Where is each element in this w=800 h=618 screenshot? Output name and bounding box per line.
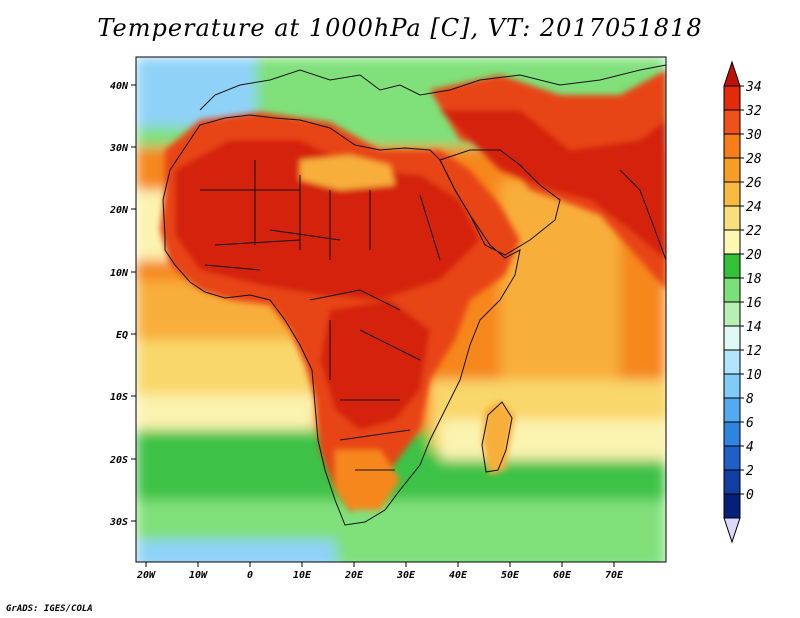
map-frame (135, 56, 667, 563)
colorbar-segment (723, 133, 741, 159)
colorbar-label: 18 (746, 272, 762, 287)
colorbar-over-triangle (723, 60, 741, 87)
lon-tick-label: 10E (293, 570, 312, 581)
colorbar-label: 12 (746, 344, 762, 359)
grads-credit: GrADS: IGES/COLA (6, 604, 93, 614)
colorbar-label: 22 (746, 224, 762, 239)
colorbar-label: 2 (746, 464, 754, 479)
lon-tick-label: 40E (449, 570, 468, 581)
colorbar-label: 16 (746, 296, 762, 311)
lon-tick-label: 10W (189, 570, 208, 581)
lat-tick-label: 10N (110, 268, 129, 279)
colorbar-label: 26 (746, 176, 762, 191)
colorbar-label: 34 (745, 80, 762, 95)
colorbar-label: 0 (746, 488, 754, 503)
colorbar-segment (723, 157, 741, 183)
colorbar-label: 30 (745, 128, 762, 143)
colorbar-segment (723, 445, 741, 471)
coastline-path (619, 169, 666, 261)
lon-tick-label: 30E (396, 570, 416, 581)
colorbar-segment (723, 469, 741, 495)
temperature-field (136, 57, 666, 562)
lat-tick-label: 30N (109, 143, 129, 154)
longitude-axis: 20W 10W 0 10E 20E 30E 40E 50E 60E 70E (136, 562, 624, 581)
colorbar-label: 20 (746, 248, 762, 263)
lon-tick-label: 20W (136, 570, 156, 581)
colorbar-segment (723, 397, 741, 423)
lon-tick-label: 50E (501, 570, 520, 581)
lat-tick-label: 20S (109, 455, 128, 466)
colorbar-label: 24 (746, 200, 762, 215)
coastline-path (481, 401, 513, 473)
colorbar-segment (723, 349, 741, 375)
lat-tick-label: 10S (110, 392, 128, 403)
colorbar-segment (723, 277, 741, 303)
colorbar-segment (723, 109, 741, 135)
lat-tick-label: 40N (110, 81, 129, 92)
colorbar-segment (723, 205, 741, 231)
lat-tick-label: 30S (109, 517, 128, 528)
colorbar-segment (723, 421, 741, 447)
lon-tick-label: 60E (553, 570, 572, 581)
colorbar-label: 8 (746, 392, 754, 407)
colorbar-segment (723, 493, 741, 519)
colorbar-label: 14 (746, 320, 762, 335)
colorbar-label: 32 (745, 104, 762, 119)
lon-tick-label: 20E (344, 570, 364, 581)
colorbar-segment (723, 229, 741, 255)
lat-tick-label: 20N (109, 205, 129, 216)
colorbar-segment (723, 373, 741, 399)
lon-tick-label: 0 (247, 570, 253, 581)
colorbar-under-triangle (723, 517, 741, 544)
coastline-path (199, 64, 666, 111)
lat-tick-label: EQ (116, 330, 128, 341)
colorbar-segment (723, 301, 741, 327)
coastline-path (200, 160, 441, 471)
coastline-path (439, 149, 561, 256)
colorbar-label: 28 (746, 152, 762, 167)
colorbar-segment (723, 85, 741, 111)
colorbar-label: 10 (746, 368, 762, 383)
map-title: Temperature at 1000hPa [C], VT: 20170518… (97, 14, 703, 42)
coastline-path (162, 114, 521, 526)
colorbar-label: 4 (746, 440, 754, 455)
colorbar-segment (723, 325, 741, 351)
colorbar-segment (723, 253, 741, 279)
colorbar-label: 6 (746, 416, 754, 431)
coastline-borders (162, 64, 666, 526)
lon-tick-label: 70E (605, 570, 624, 581)
colorbar-segment (723, 181, 741, 207)
latitude-axis: 40N 30N 20N 10N EQ 10S 20S 30S (109, 81, 136, 528)
